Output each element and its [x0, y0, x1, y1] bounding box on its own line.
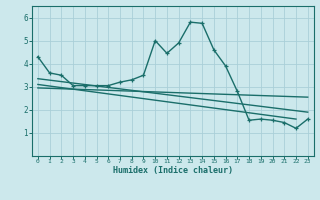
X-axis label: Humidex (Indice chaleur): Humidex (Indice chaleur) [113, 166, 233, 175]
